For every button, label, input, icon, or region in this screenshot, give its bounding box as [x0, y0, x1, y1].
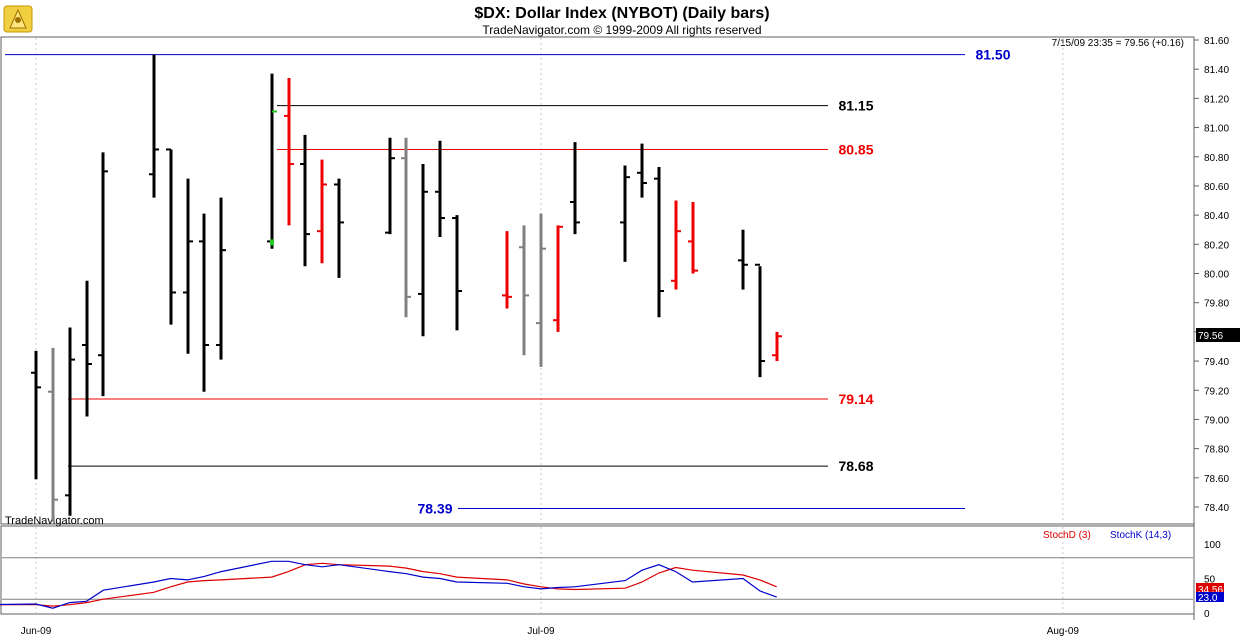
ohlc-bar — [317, 159, 327, 264]
ohlc-bar — [82, 280, 92, 417]
date-x-axis: Jun-09 Jul-09 Aug-09 — [21, 626, 1080, 637]
level-lines: 81.50 81.15 80.85 79.14 78.68 78.39 — [5, 47, 1011, 516]
price-bars — [31, 54, 782, 522]
grid-layer — [35, 38, 1064, 613]
price-tick-label: 80.60 — [1204, 182, 1229, 193]
ohlc-bar — [48, 347, 58, 522]
ohlc-bar — [401, 137, 411, 318]
ohlc-bar — [31, 350, 41, 480]
ohlc-bar — [502, 231, 512, 309]
stoch-d-value: 34.56 — [1198, 585, 1223, 596]
ohlc-bar — [519, 225, 529, 356]
stoch-tick-label: 50 — [1204, 575, 1216, 586]
ohlc-bar — [654, 166, 664, 318]
price-tick-label: 78.60 — [1204, 474, 1229, 485]
stoch-tick-label: 100 — [1204, 540, 1221, 551]
stoch-tick-label: 0 — [1204, 609, 1210, 620]
price-tick-label: 78.40 — [1204, 503, 1229, 514]
ohlc-bar — [772, 331, 782, 362]
ohlc-bar — [570, 142, 580, 235]
last-price-marker — [1196, 328, 1240, 342]
ohlc-bar — [553, 225, 563, 332]
ohlc-bar — [166, 148, 176, 325]
ohlc-bar — [284, 77, 294, 226]
price-panel-frame — [0, 36, 1195, 525]
ohlc-bar — [199, 213, 209, 392]
price-tick-label: 81.60 — [1204, 36, 1229, 47]
level-label: 78.68 — [838, 458, 873, 474]
price-tick-label: 79.00 — [1204, 415, 1229, 426]
stoch-k-line — [0, 560, 777, 609]
ohlc-bar — [300, 134, 310, 267]
ohlc-bar — [183, 178, 193, 354]
level-label: 79.14 — [838, 391, 873, 407]
stochastic-panel-frame — [0, 525, 1195, 615]
ohlc-bar — [98, 152, 108, 397]
price-tick-label: 81.40 — [1204, 65, 1229, 76]
price-tick-label: 80.80 — [1204, 153, 1229, 164]
price-tick-label: 79.20 — [1204, 386, 1229, 397]
stoch-d-line — [0, 562, 777, 607]
price-tick-label: 79.80 — [1204, 299, 1229, 310]
price-tick-label: 81.20 — [1204, 94, 1229, 105]
ohlc-bar — [65, 327, 75, 516]
stoch-k-legend: StochK (14,3) — [1110, 530, 1171, 541]
stoch-d-legend: StochD (3) — [1043, 530, 1091, 541]
price-tick-label: 80.40 — [1204, 211, 1229, 222]
ohlc-bar — [216, 197, 226, 360]
ohlc-bar — [149, 54, 159, 198]
price-y-axis: 81.60 81.40 81.20 81.00 80.80 80.60 80.40 80.20… — [1194, 36, 1229, 514]
ohlc-bar — [637, 143, 647, 198]
price-tick-label: 80.00 — [1204, 270, 1229, 281]
ohlc-bar — [334, 178, 344, 278]
ohlc-bar — [452, 215, 462, 331]
stochastic-panel: 100 50 0 — [0, 540, 1221, 620]
ohlc-bar — [385, 137, 395, 235]
logo-icon — [3, 5, 33, 33]
level-label: 78.39 — [417, 500, 452, 516]
ohlc-bar — [755, 263, 765, 378]
ohlc-bar — [688, 201, 698, 274]
chart-subtitle: TradeNavigator.com © 1999-2009 All right… — [482, 23, 761, 37]
stoch-k-value-marker — [1196, 592, 1224, 602]
ohlc-bar — [671, 200, 681, 290]
month-tick-label: Aug-09 — [1047, 626, 1080, 637]
ohlc-bar — [738, 229, 748, 290]
last-price-label: 79.56 — [1198, 331, 1223, 342]
level-label: 80.85 — [838, 141, 873, 157]
level-label: 81.15 — [838, 98, 873, 114]
price-tick-label: 81.00 — [1204, 124, 1229, 135]
last-quote: 7/15/09 23:35 = 79.56 (+0.16) — [1052, 38, 1184, 49]
ohlc-bar — [267, 73, 277, 249]
level-label: 81.50 — [975, 47, 1010, 63]
price-tick-label: 78.80 — [1204, 445, 1229, 456]
ohlc-bar — [418, 164, 428, 337]
price-tick-label: 79.40 — [1204, 357, 1229, 368]
chart-title: $DX: Dollar Index (NYBOT) (Daily bars) — [474, 5, 769, 22]
ohlc-bar — [435, 140, 445, 238]
ohlc-bar — [536, 213, 546, 367]
month-tick-label: Jun-09 — [21, 626, 52, 637]
ohlc-bar — [620, 165, 630, 262]
stoch-k-value: 23.0 — [1198, 593, 1218, 604]
price-tick-label: 80.20 — [1204, 240, 1229, 251]
month-tick-label: Jul-09 — [527, 626, 555, 637]
